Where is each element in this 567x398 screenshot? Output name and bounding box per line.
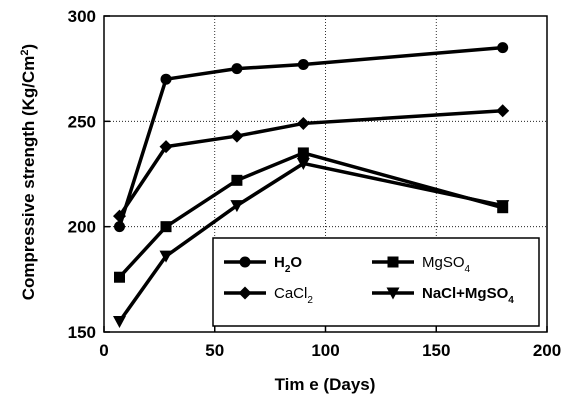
y-tick-label-300: 300 [68, 7, 96, 26]
series-2-point-3 [296, 116, 310, 130]
legend-item-1: MgSO4 [372, 254, 471, 275]
x-tick-label-100: 100 [311, 341, 339, 360]
legend-label-0-main: H [274, 254, 285, 271]
legend-item-3: NaCl+MgSO4 [372, 285, 514, 306]
legend-label-1-main: MgSO [422, 254, 465, 271]
y-axis-title-tail: ) [19, 44, 38, 50]
legend-label-2-sub: 2 [307, 295, 313, 306]
x-tick-label-200: 200 [533, 341, 561, 360]
series-0-point-3 [297, 58, 309, 70]
series-3-point-2 [230, 200, 244, 213]
y-tick-label-200: 200 [68, 218, 96, 237]
legend-swatch-marker-2 [238, 286, 252, 300]
series-0-point-0 [114, 221, 126, 233]
legend-label-1: MgSO4 [422, 254, 471, 275]
legend-box [212, 237, 540, 327]
y-axis-title: Compressive strength (Kg/Cm2) [19, 44, 38, 300]
legend-label-3: NaCl+MgSO4 [422, 285, 514, 306]
legend-label-2-main: CaCl [274, 285, 307, 302]
x-axis-title: Tim e (Days) [275, 375, 376, 394]
x-tick-label-150: 150 [422, 341, 450, 360]
series-0-point-4 [497, 42, 509, 54]
series-2-point-0 [113, 209, 127, 223]
axis-ticks: 0 50 100 150 200 150 200 250 300 [68, 7, 562, 360]
series-1-point-1 [160, 221, 172, 233]
series-2-point-2 [230, 129, 244, 143]
series-0-point-1 [160, 73, 172, 85]
legend-item-0: H2O [224, 254, 302, 275]
legend-item-2: CaCl2 [224, 285, 313, 306]
series-layer [113, 42, 510, 328]
series-0-point-2 [231, 63, 243, 75]
x-tick-label-50: 50 [205, 341, 224, 360]
series-1-point-0 [114, 271, 126, 283]
y-tick-label-250: 250 [68, 112, 96, 131]
legend-label-0-tail: O [290, 254, 302, 271]
series-3-point-1 [159, 250, 173, 263]
legend-label-0-sub: 2 [285, 264, 291, 275]
legend-label-3-sub: 4 [508, 295, 514, 306]
y-axis-title-main: Compressive strength (Kg/Cm [19, 56, 38, 301]
legend-swatch-marker-0 [239, 256, 251, 268]
y-tick-label-150: 150 [68, 323, 96, 342]
y-axis-title-sup: 2 [19, 49, 31, 55]
series-0 [114, 42, 509, 233]
legend-label-2: CaCl2 [274, 285, 313, 306]
x-tick-label-0: 0 [99, 341, 108, 360]
series-2-point-4 [496, 104, 510, 118]
legend-label-1-sub: 4 [465, 264, 471, 275]
series-3-point-4 [496, 200, 510, 213]
series-2 [113, 104, 510, 223]
series-1-point-2 [231, 174, 243, 186]
series-3 [113, 157, 510, 328]
series-1-point-3 [297, 147, 309, 159]
legend-label-3-main: NaCl+MgSO [422, 285, 509, 302]
series-0-line [117, 45, 503, 228]
grid-lines [104, 16, 547, 332]
series-3-point-0 [113, 315, 127, 328]
legend-swatch-marker-1 [387, 256, 399, 268]
series-2-point-1 [159, 140, 173, 154]
series-3-point-3 [296, 157, 310, 170]
legend-label-0: H2O [274, 254, 302, 275]
legend-swatch-marker-3 [386, 287, 400, 300]
